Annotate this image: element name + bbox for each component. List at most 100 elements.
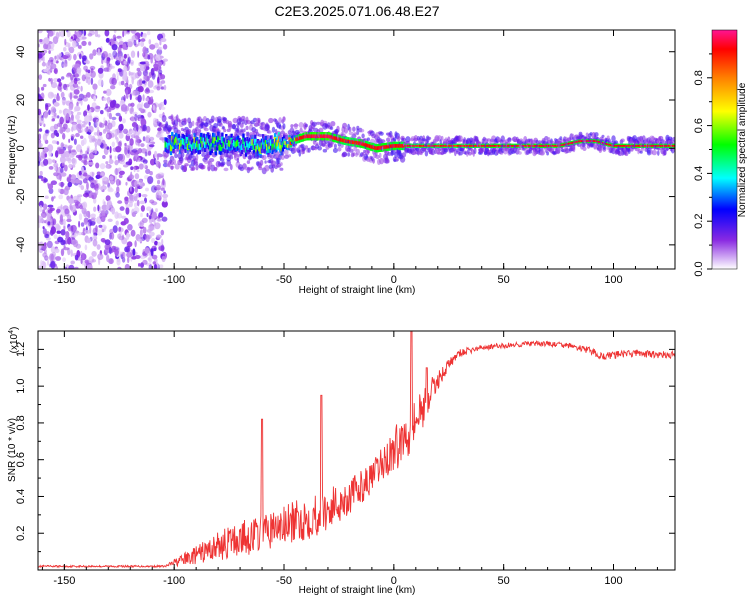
noise-blotch <box>80 222 85 227</box>
snr-ytick-label: 0.2 <box>15 526 27 541</box>
ridge-halo <box>594 132 599 137</box>
noise-blotch <box>160 187 165 191</box>
noise-blotch <box>110 85 116 90</box>
noise-blotch <box>111 44 118 51</box>
noise-blotch <box>55 256 62 261</box>
ridge-core <box>310 134 314 139</box>
noise-blotch <box>117 141 122 149</box>
ridge-core <box>229 140 232 148</box>
noise-blotch <box>137 70 142 77</box>
ridge-core <box>420 144 423 147</box>
noise-blotch <box>117 68 122 73</box>
noise-blotch <box>84 229 91 234</box>
noise-blotch <box>100 172 105 177</box>
noise-blotch <box>157 103 163 108</box>
noise-blotch <box>39 128 43 132</box>
ridge-halo <box>268 117 274 124</box>
noise-blotch <box>130 130 135 134</box>
noise-blotch <box>53 195 56 199</box>
noise-blotch <box>64 38 67 46</box>
ridge-core <box>380 145 383 150</box>
noise-blotch <box>103 226 106 232</box>
snr-xtick-label: 50 <box>498 575 510 587</box>
noise-blotch <box>124 145 131 151</box>
noise-blotch <box>100 210 106 213</box>
noise-blotch <box>70 179 76 184</box>
noise-blotch <box>116 186 120 194</box>
ridge-core <box>263 142 266 149</box>
ridge-halo <box>176 129 181 135</box>
ridge-core <box>422 144 426 147</box>
noise-blotch <box>104 243 111 250</box>
ridge-core <box>237 139 240 147</box>
ridge-halo <box>278 117 282 124</box>
ridge-core <box>613 144 617 147</box>
noise-blotch <box>60 142 64 149</box>
noise-blotch <box>83 210 88 218</box>
noise-blotch <box>143 102 150 109</box>
noise-blotch <box>140 143 145 148</box>
noise-blotch <box>102 97 108 101</box>
ridge-core <box>279 142 282 149</box>
ridge-core <box>457 144 460 147</box>
noise-blotch <box>144 88 151 94</box>
noise-blotch <box>102 51 108 58</box>
ridge-halo <box>229 164 233 171</box>
noise-blotch <box>53 234 58 240</box>
spectrogram-ytick-label: 0 <box>15 145 27 151</box>
ridge-halo <box>426 136 432 140</box>
noise-blotch <box>38 53 43 59</box>
noise-blotch <box>97 204 100 212</box>
noise-blotch <box>113 30 117 34</box>
ridge-core <box>385 145 389 149</box>
noise-blotch <box>59 116 64 125</box>
snr-panel: -150 -100 -50 0 50 100 0.2 0.4 0.6 0.8 1.0 1.2 Heig… <box>7 327 676 596</box>
noise-blotch <box>147 176 154 184</box>
noise-blotch <box>151 72 156 80</box>
noise-blotch <box>145 135 151 140</box>
ridge-core <box>459 144 463 147</box>
ridge-halo <box>173 159 177 166</box>
noise-blotch <box>63 187 69 196</box>
noise-blotch <box>140 118 147 127</box>
noise-blotch <box>141 194 148 198</box>
ridge-core <box>635 144 638 147</box>
ridge-halo <box>213 167 218 172</box>
ridge-core <box>646 144 650 147</box>
ridge-halo <box>304 123 309 128</box>
ridge-core <box>439 144 443 147</box>
noise-blotch <box>94 140 98 148</box>
noise-blotch <box>43 68 49 73</box>
noise-blotch <box>130 102 135 108</box>
ridge-core <box>339 137 343 142</box>
noise-blotch <box>120 57 124 62</box>
noise-blotch <box>55 31 60 40</box>
noise-blotch <box>101 176 108 182</box>
noise-blotch <box>54 248 60 254</box>
noise-blotch <box>140 205 145 212</box>
noise-blotch <box>152 104 155 111</box>
snr-xtick-label: -50 <box>276 575 292 587</box>
noise-blotch <box>136 124 139 132</box>
ridge-halo <box>174 153 178 159</box>
noise-blotch <box>142 46 147 54</box>
noise-blotch <box>114 159 119 166</box>
noise-blotch <box>76 119 82 124</box>
noise-blotch <box>99 122 105 128</box>
noise-blotch <box>147 54 151 60</box>
noise-blotch <box>116 258 121 266</box>
noise-blotch <box>120 221 127 226</box>
noise-blotch <box>142 226 147 234</box>
ridge-core <box>621 144 625 147</box>
noise-blotch <box>114 248 119 256</box>
noise-blotch <box>115 192 120 198</box>
noise-blotch <box>50 106 56 113</box>
noise-blotch <box>100 110 104 115</box>
noise-blotch <box>65 144 68 149</box>
noise-blotch <box>91 171 94 178</box>
noise-blotch <box>157 179 161 185</box>
noise-blotch <box>152 217 155 223</box>
ridge-core <box>428 144 431 147</box>
noise-blotch <box>94 30 98 38</box>
noise-blotch <box>96 244 101 250</box>
